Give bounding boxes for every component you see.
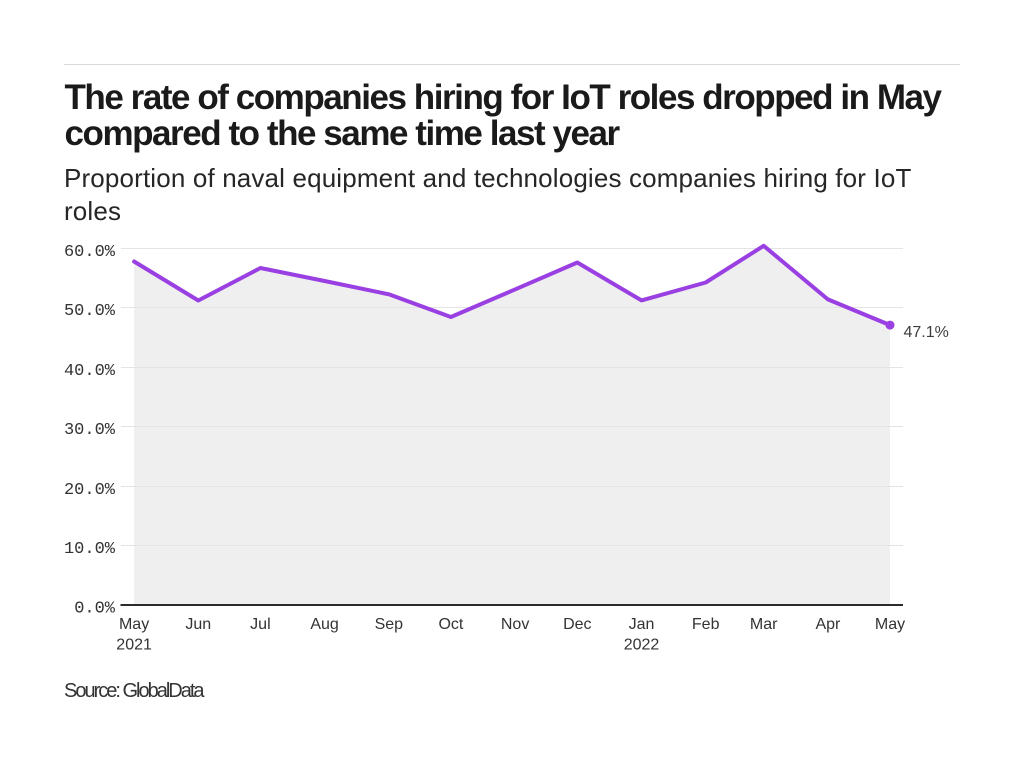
svg-text:May: May (119, 616, 149, 633)
svg-text:Aug: Aug (310, 616, 338, 633)
svg-text:60.0%: 60.0% (64, 243, 116, 262)
svg-text:30.0%: 30.0% (64, 421, 116, 440)
svg-text:Jun: Jun (185, 616, 211, 633)
svg-text:Dec: Dec (563, 616, 591, 633)
svg-text:May: May (875, 616, 905, 633)
svg-text:Nov: Nov (501, 616, 529, 633)
svg-text:2022: 2022 (624, 637, 660, 654)
svg-text:10.0%: 10.0% (64, 540, 116, 559)
svg-text:Mar: Mar (750, 616, 778, 633)
svg-text:Sep: Sep (375, 616, 404, 633)
svg-text:Jan: Jan (629, 616, 655, 633)
svg-text:50.0%: 50.0% (64, 302, 116, 321)
svg-text:Apr: Apr (815, 616, 841, 633)
svg-text:Feb: Feb (692, 616, 720, 633)
svg-text:0.0%: 0.0% (74, 600, 116, 619)
svg-text:20.0%: 20.0% (64, 481, 116, 500)
svg-text:Oct: Oct (438, 616, 463, 633)
svg-text:47.1%: 47.1% (904, 324, 949, 341)
svg-text:2021: 2021 (116, 637, 152, 654)
svg-text:Jul: Jul (250, 616, 270, 633)
svg-text:40.0%: 40.0% (64, 362, 116, 381)
